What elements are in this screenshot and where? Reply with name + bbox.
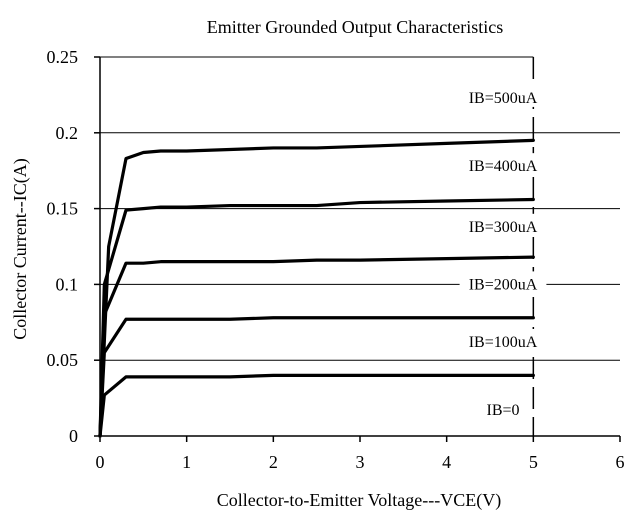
x-axis-label: Collector-to-Emitter Voltage---VCE(V) <box>217 490 501 511</box>
series-layer <box>98 138 535 438</box>
x-tick-label: 4 <box>442 452 451 472</box>
y-tick-label: 0.25 <box>47 47 79 67</box>
series-label: IB=500uA <box>469 90 538 107</box>
x-tick-label: 6 <box>616 452 625 472</box>
series-label: IB=200uA <box>469 276 538 293</box>
annotation-layer: IB=500uA IB=400uA IB=300uA IB=200uA IB=100uA… <box>459 84 547 420</box>
series-line <box>98 255 535 438</box>
plot-area: IB=500uA IB=400uA IB=300uA IB=200uA IB=100uA… <box>47 47 625 472</box>
series-line <box>98 138 535 438</box>
series-line <box>98 316 535 438</box>
series-label-background <box>459 329 547 352</box>
series-label-background <box>478 397 528 420</box>
series-label: IB=300uA <box>469 219 538 236</box>
y-tick-label: 0.1 <box>56 274 79 294</box>
y-axis-label: Collector Current--IC(A) <box>10 158 31 339</box>
series-label: IB=400uA <box>469 158 538 175</box>
series-label: IB=0 <box>486 402 519 419</box>
series-label-background <box>459 271 547 294</box>
y-tick-label: 0.2 <box>56 123 79 143</box>
series-label-background <box>459 84 547 107</box>
chart-title: Emitter Grounded Output Characteristics <box>207 17 503 37</box>
series-label-background <box>459 153 547 176</box>
x-tick-label: 1 <box>182 452 191 472</box>
series-line <box>98 373 535 438</box>
x-tick-label: 3 <box>356 452 365 472</box>
x-tick-label: 5 <box>529 452 538 472</box>
y-tick-label: 0.15 <box>47 199 79 219</box>
series-label-background <box>459 213 547 236</box>
y-tick-label: 0.05 <box>47 350 79 370</box>
x-tick-label: 0 <box>96 452 105 472</box>
x-tick-label: 2 <box>269 452 278 472</box>
series-line <box>98 197 535 438</box>
axis-layer: 0 1 2 3 4 5 6 0 0.05 0.1 0.15 0.2 0.25 <box>47 47 625 472</box>
y-tick-label: 0 <box>69 426 78 446</box>
series-label: IB=100uA <box>469 334 538 351</box>
